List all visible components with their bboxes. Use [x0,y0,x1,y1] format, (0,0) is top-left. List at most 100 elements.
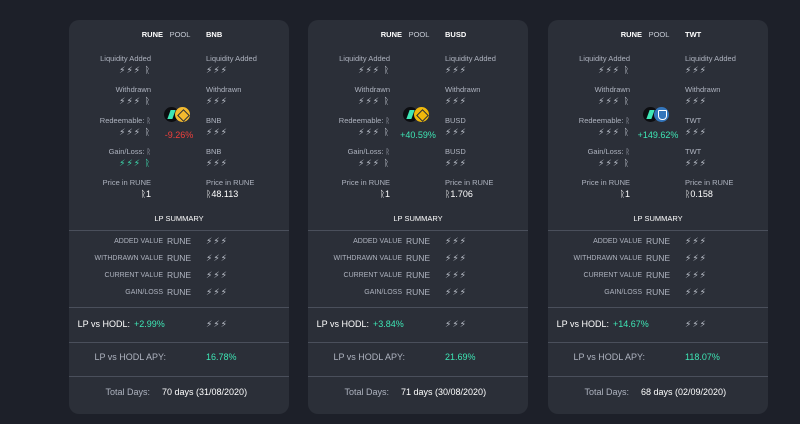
loading-bolts: ⚡⚡⚡ ᚱ [358,65,390,75]
lp-vs-hodl-apy-value: 118.07% [685,352,720,362]
rune-unit: RUNE [646,270,671,280]
liquidity-added-label: Liquidity Added [339,54,390,63]
liquidity-added-label: Liquidity Added [579,54,630,63]
rune-unit: RUNE [406,270,431,280]
summary-row-gain-loss: GAIN/LOSS RUNE ⚡⚡⚡ [69,287,289,299]
summary-row-added: ADDED VALUE RUNE ⚡⚡⚡ [69,236,289,248]
pool-change-percent: +40.59% [400,130,436,140]
pool-change-percent: +149.62% [637,130,679,140]
loading-bolts: ⚡⚡⚡ [685,236,707,246]
loading-bolts: ⚡⚡⚡ [445,253,467,263]
lp-vs-hodl-apy-value: 16.78% [206,352,237,362]
rune-redeemable: Redeemable: ᚱ ⚡⚡⚡ ᚱ [100,116,151,138]
left-asset-label: RUNE [380,30,402,39]
loading-bolts: ⚡⚡⚡ [206,96,228,106]
current-value-label: CURRENT VALUE [104,272,163,279]
rune-withdrawn: Withdrawn ⚡⚡⚡ ᚱ [116,85,151,107]
added-value-label: ADDED VALUE [114,238,163,245]
asset-withdrawn: Withdrawn ⚡⚡⚡ [206,85,241,107]
summary-row-current: CURRENT VALUE RUNE ⚡⚡⚡ [69,270,289,282]
loading-bolts: ⚡⚡⚡ [685,253,707,263]
loading-bolts: ⚡⚡⚡ [445,127,467,137]
summary-row-current: CURRENT VALUE RUNE ⚡⚡⚡ [308,270,528,282]
loading-bolts: ⚡⚡⚡ ᚱ [598,65,630,75]
lp-vs-hodl-value: +3.84% [373,319,404,329]
left-asset-label: RUNE [141,30,163,39]
current-value-label: CURRENT VALUE [583,272,642,279]
rune-redeemable: Redeemable: ᚱ ⚡⚡⚡ ᚱ [579,116,630,138]
liquidity-added-label: Liquidity Added [685,54,736,63]
rune-liquidity-added: Liquidity Added ⚡⚡⚡ ᚱ [100,54,151,76]
rune-price-value: ᚱ1 [619,189,630,199]
withdrawn-label: Withdrawn [594,85,630,94]
liquidity-added-label: Liquidity Added [445,54,496,63]
divider [69,376,289,377]
gain-loss-value-label: GAIN/LOSS [125,289,163,296]
lp-vs-hodl-row: LP vs HODL: +3.84% ⚡⚡⚡ [308,319,528,333]
asset-price-value: ᚱ48.113 [206,189,239,199]
loading-bolts: ⚡⚡⚡ [445,158,467,168]
rune-unit: RUNE [646,236,671,246]
pool-icons [403,107,435,125]
withdrawn-label: Withdrawn [685,85,721,94]
summary-row-added: ADDED VALUE RUNE ⚡⚡⚡ [308,236,528,248]
gain-loss-value-label: GAIN/LOSS [604,289,642,296]
rune-gain-loss: Gain/Loss: ᚱ ⚡⚡⚡ ᚱ [588,147,630,169]
asset-redeemable: BUSD ⚡⚡⚡ [445,116,467,138]
lp-vs-hodl-row: LP vs HODL: +2.99% ⚡⚡⚡ [69,319,289,333]
loading-bolts: ⚡⚡⚡ [685,287,707,297]
lp-vs-hodl-apy-row: LP vs HODL APY: 21.69% [308,352,528,366]
loading-bolts: ⚡⚡⚡ [206,158,228,168]
rune-withdrawn: Withdrawn ⚡⚡⚡ ᚱ [355,85,390,107]
withdrawn-value-label: WITHDRAWN VALUE [573,255,642,262]
asset-liquidity-added: Liquidity Added ⚡⚡⚡ [206,54,257,76]
summary-row-added: ADDED VALUE RUNE ⚡⚡⚡ [548,236,768,248]
redeemable-asset-label: BNB [206,116,222,125]
rune-unit: RUNE [406,287,431,297]
loading-bolts: ⚡⚡⚡ [206,270,228,280]
divider [548,376,768,377]
loading-bolts: ⚡⚡⚡ [685,127,707,137]
rune-redeemable: Redeemable: ᚱ ⚡⚡⚡ ᚱ [339,116,390,138]
gain-loss-label: Gain/Loss: ᚱ [108,147,151,156]
asset-price: Price in RUNE ᚱ48.113 [206,178,254,200]
lp-vs-hodl-apy-label: LP vs HODL APY: [333,352,405,362]
loading-bolts: ⚡⚡⚡ [685,319,707,329]
pool-label: POOL [408,30,430,39]
pool-icons [643,107,675,125]
rune-price: Price in RUNE ᚱ1 [103,178,151,200]
rune-gain-loss: Gain/Loss: ᚱ ⚡⚡⚡ ᚱ [109,147,151,169]
loading-bolts: ⚡⚡⚡ ᚱ [119,158,151,168]
redeemable-label: Redeemable: ᚱ [338,116,390,125]
rune-unit: RUNE [167,270,192,280]
rune-price: Price in RUNE ᚱ1 [342,178,390,200]
lp-summary-title: LP SUMMARY [633,214,683,223]
loading-bolts: ⚡⚡⚡ [445,319,467,329]
summary-row-current: CURRENT VALUE RUNE ⚡⚡⚡ [548,270,768,282]
gain-loss-value-label: GAIN/LOSS [364,289,402,296]
divider [308,230,528,231]
divider [308,376,528,377]
loading-bolts: ⚡⚡⚡ [206,127,228,137]
redeemable-label: Redeemable: ᚱ [99,116,151,125]
lp-summary-title: LP SUMMARY [393,214,443,223]
divider [308,342,528,343]
lp-vs-hodl-label: LP vs HODL: [556,319,609,329]
liquidity-added-label: Liquidity Added [100,54,151,63]
price-in-rune-label: Price in RUNE [102,178,151,187]
asset-gain-loss: BNB ⚡⚡⚡ [206,147,228,169]
withdrawn-value-label: WITHDRAWN VALUE [333,255,402,262]
loading-bolts: ⚡⚡⚡ [206,253,228,263]
asset-withdrawn: Withdrawn ⚡⚡⚡ [445,85,480,107]
loading-bolts: ⚡⚡⚡ [206,287,228,297]
redeemable-asset-label: TWT [685,116,702,125]
rune-liquidity-added: Liquidity Added ⚡⚡⚡ ᚱ [579,54,630,76]
pool-icons [164,107,196,125]
total-days-label: Total Days: [344,387,389,397]
rune-unit: RUNE [406,253,431,263]
price-in-rune-label: Price in RUNE [581,178,630,187]
loading-bolts: ⚡⚡⚡ ᚱ [358,127,390,137]
divider [308,307,528,308]
divider [69,230,289,231]
asset-gain-loss: BUSD ⚡⚡⚡ [445,147,467,169]
